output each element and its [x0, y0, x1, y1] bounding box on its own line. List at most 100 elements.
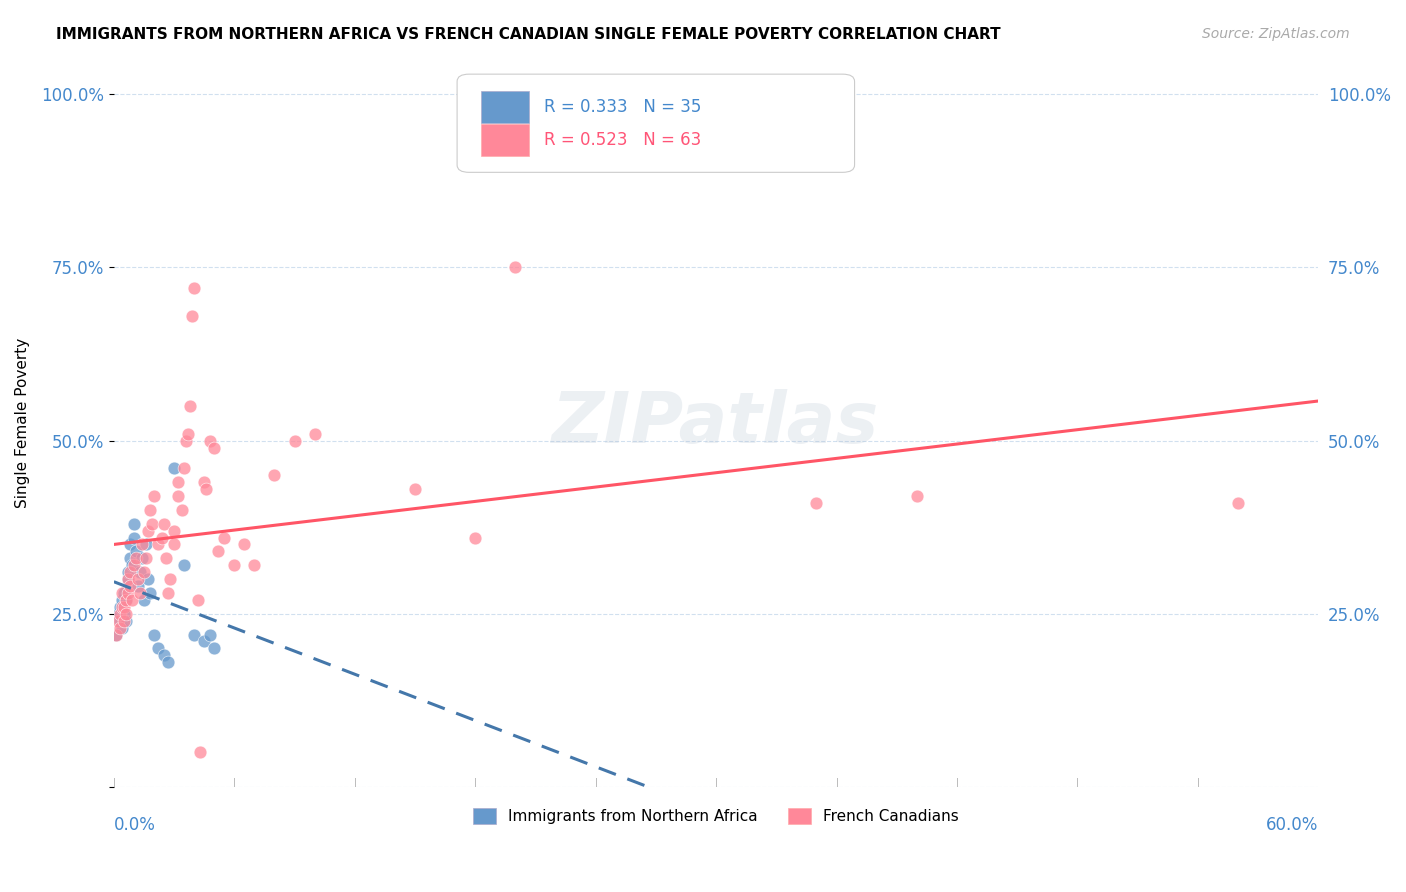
- Point: [108, 607, 131, 621]
- Point: [283, 434, 305, 448]
- Point: [112, 607, 135, 621]
- Text: R = 0.523   N = 63: R = 0.523 N = 63: [544, 131, 702, 149]
- Point: [806, 496, 828, 510]
- Point: [108, 599, 131, 614]
- Point: [118, 537, 141, 551]
- Point: [129, 565, 152, 579]
- Point: [111, 621, 134, 635]
- Point: [163, 461, 186, 475]
- Point: [153, 648, 176, 663]
- Point: [143, 627, 166, 641]
- Point: [121, 593, 143, 607]
- Point: [115, 593, 138, 607]
- Point: [173, 558, 195, 573]
- Point: [146, 641, 169, 656]
- Point: [183, 627, 205, 641]
- Point: [115, 593, 138, 607]
- Point: [122, 558, 145, 573]
- Point: [207, 544, 229, 558]
- Point: [121, 558, 143, 573]
- Point: [117, 572, 139, 586]
- Point: [167, 489, 190, 503]
- Point: [159, 572, 181, 586]
- Point: [107, 607, 129, 621]
- Point: [108, 614, 131, 628]
- Point: [122, 531, 145, 545]
- Point: [117, 586, 139, 600]
- Point: [905, 489, 928, 503]
- Point: [104, 627, 127, 641]
- Point: [193, 475, 215, 490]
- Point: [132, 565, 155, 579]
- Point: [263, 468, 285, 483]
- Text: ZIPatlas: ZIPatlas: [553, 389, 880, 458]
- Point: [139, 586, 162, 600]
- Point: [224, 558, 246, 573]
- Point: [505, 260, 527, 275]
- Point: [129, 586, 152, 600]
- Point: [404, 482, 426, 496]
- Point: [155, 551, 177, 566]
- Point: [107, 614, 129, 628]
- Point: [118, 579, 141, 593]
- Point: [179, 399, 201, 413]
- Point: [243, 558, 266, 573]
- Point: [111, 599, 134, 614]
- Point: [153, 516, 176, 531]
- Point: [202, 641, 225, 656]
- Bar: [481, 124, 530, 156]
- Point: [146, 537, 169, 551]
- Point: [163, 524, 186, 538]
- Point: [157, 655, 180, 669]
- Text: Source: ZipAtlas.com: Source: ZipAtlas.com: [1202, 27, 1350, 41]
- Point: [118, 565, 141, 579]
- Point: [163, 537, 186, 551]
- Point: [115, 614, 138, 628]
- Point: [117, 572, 139, 586]
- Point: [193, 634, 215, 648]
- Point: [112, 586, 135, 600]
- Point: [127, 572, 149, 586]
- Point: [104, 627, 127, 641]
- Point: [111, 586, 134, 600]
- Point: [143, 489, 166, 503]
- Point: [177, 426, 200, 441]
- Point: [131, 537, 153, 551]
- Point: [127, 579, 149, 593]
- Point: [212, 531, 235, 545]
- Point: [187, 593, 209, 607]
- Point: [195, 482, 218, 496]
- Point: [141, 516, 163, 531]
- Point: [135, 551, 157, 566]
- Point: [132, 593, 155, 607]
- Point: [112, 614, 135, 628]
- Y-axis label: Single Female Poverty: Single Female Poverty: [15, 338, 30, 508]
- Text: 0.0%: 0.0%: [114, 816, 156, 834]
- Text: 60.0%: 60.0%: [1265, 816, 1319, 834]
- Point: [198, 627, 221, 641]
- Point: [181, 309, 204, 323]
- Point: [115, 607, 138, 621]
- Point: [117, 565, 139, 579]
- Point: [112, 599, 135, 614]
- Point: [167, 475, 190, 490]
- Point: [136, 572, 159, 586]
- Text: R = 0.333   N = 35: R = 0.333 N = 35: [544, 98, 702, 116]
- Point: [464, 531, 486, 545]
- Point: [172, 503, 194, 517]
- Point: [135, 537, 157, 551]
- Point: [122, 516, 145, 531]
- Point: [188, 745, 211, 759]
- Point: [139, 503, 162, 517]
- Point: [174, 434, 197, 448]
- Point: [125, 551, 148, 566]
- FancyBboxPatch shape: [457, 74, 855, 172]
- Point: [111, 593, 134, 607]
- Bar: [481, 91, 530, 123]
- Point: [125, 544, 148, 558]
- Point: [157, 586, 180, 600]
- Point: [198, 434, 221, 448]
- Point: [136, 524, 159, 538]
- Point: [304, 426, 326, 441]
- Point: [233, 537, 256, 551]
